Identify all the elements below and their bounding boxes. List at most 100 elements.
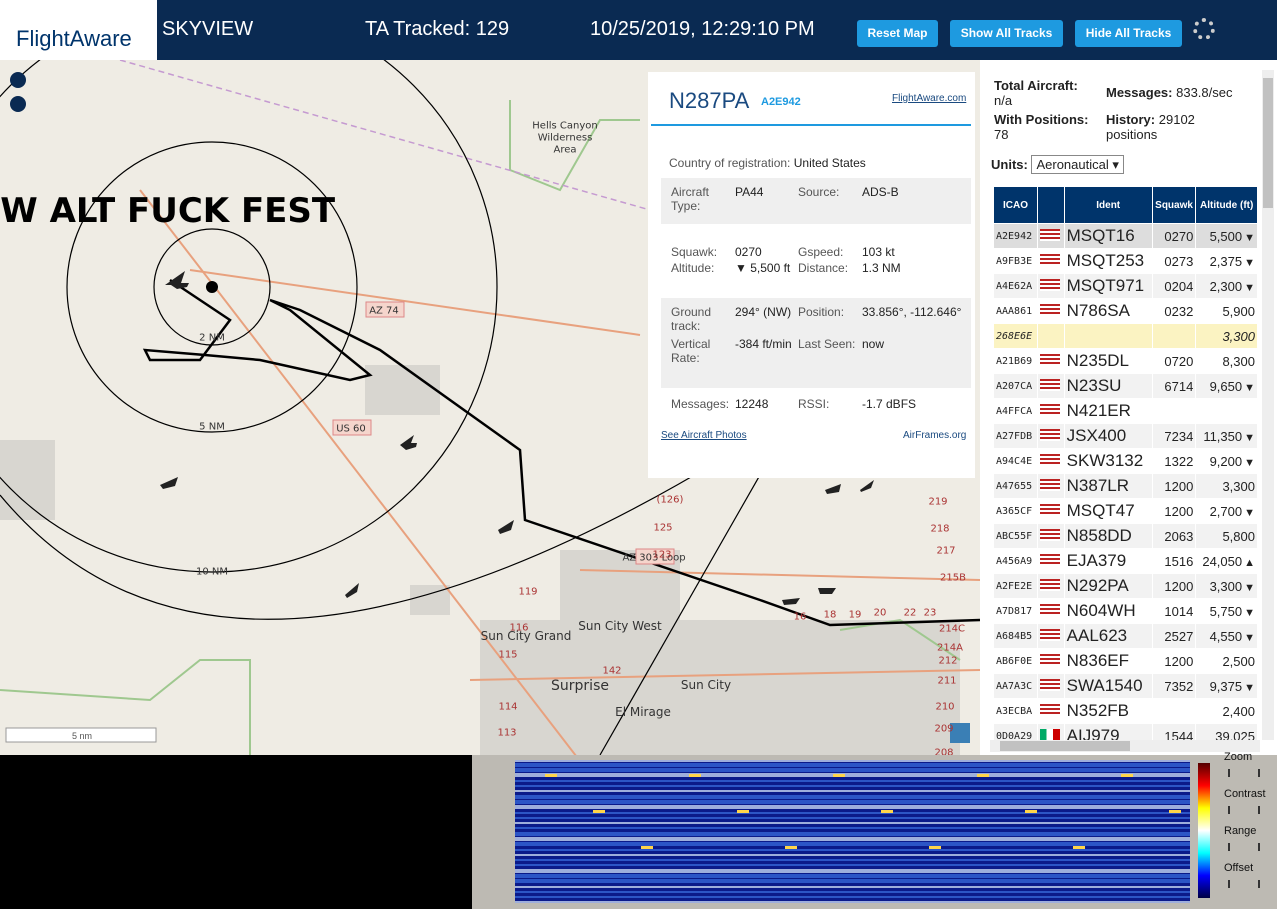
flag (1039, 354, 1060, 366)
waterfall-stripe (515, 859, 1190, 861)
ident: MSQT253 (1063, 248, 1153, 274)
aircraft-row[interactable]: A47655 N387LR 1200 3,300 (993, 473, 1258, 499)
aircraft-row[interactable]: A365CF MSQT47 1200 2,700 ▼ (993, 498, 1258, 524)
icao: A207CA (993, 373, 1038, 399)
map-label: 23 (924, 608, 937, 619)
altitude-cell: 3,300 ▼ (1195, 573, 1258, 599)
map-label: US 60 (336, 424, 366, 435)
icao: AAA861 (993, 298, 1038, 324)
waterfall-stripe (515, 822, 1190, 824)
trend: ▼ (1244, 381, 1255, 394)
field-label: Altitude: (671, 261, 715, 275)
aircraft-row[interactable]: A2E942 MSQT16 0270 5,500 ▼ (993, 223, 1258, 249)
field-label: Aircraft Type: (671, 185, 710, 213)
map-label: Sun City Grand (481, 629, 572, 643)
country: United States (793, 156, 866, 170)
squawk: 1200 (1151, 498, 1197, 524)
control-slider[interactable] (1228, 806, 1260, 814)
h-scrollbar[interactable] (990, 740, 1260, 752)
aircraft-row[interactable]: A456A9 EJA379 1516 24,050 ▲ (993, 548, 1258, 574)
waterfall-stripe (515, 765, 1190, 767)
aircraft-row[interactable]: A94C4E SKW3132 1322 9,200 ▼ (993, 448, 1258, 474)
airframes-link[interactable]: AirFrames.org (903, 430, 967, 441)
col-header[interactable]: Squawk (1151, 186, 1197, 224)
col-header[interactable]: Altitude (ft) (1195, 186, 1258, 224)
show-tracks-button[interactable]: Show All Tracks (950, 20, 1063, 47)
aircraft-row[interactable]: A207CA N23SU 6714 9,650 ▼ (993, 373, 1258, 399)
aircraft-row[interactable]: A4E62A MSQT971 0204 2,300 ▼ (993, 273, 1258, 299)
aircraft-row[interactable]: A27FDB JSX400 7234 11,350 ▼ (993, 423, 1258, 449)
flightaware-link[interactable]: FlightAware.com (892, 93, 967, 104)
col-header[interactable]: ICAO (993, 186, 1038, 224)
aircraft-row[interactable]: A9FB3E MSQT253 0273 2,375 ▼ (993, 248, 1258, 274)
aircraft-row[interactable]: ABC55F N858DD 2063 5,800 (993, 523, 1258, 549)
squawk: 1200 (1151, 473, 1197, 499)
units-select[interactable]: Aeronautical ▾ (1031, 155, 1124, 174)
icao: A456A9 (993, 548, 1038, 574)
map-label: 20 (874, 608, 887, 619)
waterfall-hot (1169, 810, 1181, 813)
ident: MSQT16 (1063, 223, 1153, 249)
aircraft-row[interactable]: AB6F0E N836EF 1200 2,500 (993, 648, 1258, 674)
map-label: 218 (930, 524, 949, 535)
waterfall-stripe (515, 891, 1190, 893)
aircraft-row[interactable]: A21B69 N235DL 0720 8,300 (993, 348, 1258, 374)
flag-cell (1036, 398, 1065, 424)
waterfall-stripe (515, 780, 1190, 782)
control-label: Range (1224, 825, 1257, 837)
aircraft-row[interactable]: A7D817 N604WH 1014 5,750 ▼ (993, 598, 1258, 624)
ident: N786SA (1063, 298, 1153, 324)
positions-label: With Positions: (994, 112, 1089, 127)
aircraft-row[interactable]: AAA861 N786SA 0232 5,900 (993, 298, 1258, 324)
aircraft-row[interactable]: AA7A3C SWA1540 7352 9,375 ▼ (993, 673, 1258, 699)
aircraft-row[interactable]: A684B5 AAL623 2527 4,550 ▼ (993, 623, 1258, 649)
flag (1039, 529, 1060, 541)
aircraft-row[interactable]: A3ECBA N352FB 2,400 (993, 698, 1258, 724)
aircraft-row[interactable]: A2FE2E N292PA 1200 3,300 ▼ (993, 573, 1258, 599)
hide-tracks-button[interactable]: Hide All Tracks (1075, 20, 1182, 47)
photos-link[interactable]: See Aircraft Photos (661, 430, 747, 441)
altitude-cell: 2,400 (1195, 698, 1258, 724)
flag (1039, 704, 1060, 716)
settings-icon[interactable] (1193, 18, 1215, 40)
app-name: SKYVIEW (162, 18, 254, 40)
aircraft-row[interactable]: 268E6E 3,300 (993, 323, 1258, 349)
flag-cell (1036, 623, 1065, 649)
road-shield (332, 419, 372, 436)
flag-cell (1036, 698, 1065, 724)
waterfall-hot (833, 774, 845, 777)
icao: A3ECBA (993, 698, 1038, 724)
logo[interactable]: FlightAware (16, 26, 132, 51)
map-label: 214A (937, 643, 963, 654)
map-label: 209 (934, 724, 953, 735)
waterfall-stripe (515, 802, 1190, 804)
waterfall-stripe (515, 805, 1190, 807)
ident: N836EF (1063, 648, 1153, 674)
altitude: 4,550 (1209, 628, 1243, 644)
flag (1039, 604, 1060, 616)
trend: ▲ (1244, 556, 1255, 569)
altitude-cell: 24,050 ▲ (1195, 548, 1258, 574)
control-slider[interactable] (1228, 880, 1260, 888)
trend: ▼ (1244, 456, 1255, 469)
waterfall-stripe (515, 837, 1190, 839)
map-label: 119 (518, 587, 537, 598)
altitude: 5,800 (1222, 528, 1255, 544)
waterfall-stripe (515, 770, 1190, 772)
ident: N235DL (1063, 348, 1153, 374)
map-label: 113 (497, 728, 516, 739)
waterfall-stripe (515, 834, 1190, 836)
positions: 78 (994, 127, 1009, 142)
messages-label: Messages: (1106, 85, 1173, 100)
ident: JSX400 (1063, 423, 1153, 449)
scrollbar[interactable] (1262, 70, 1274, 740)
flag (1039, 454, 1060, 466)
control-slider[interactable] (1228, 769, 1260, 777)
flag (1039, 304, 1060, 316)
aircraft-row[interactable]: A4FFCA N421ER (993, 398, 1258, 424)
reset-map-button[interactable]: Reset Map (857, 20, 938, 47)
waterfall-stripe (515, 807, 1190, 809)
col-header[interactable]: Ident (1063, 186, 1153, 224)
field-label: Last Seen: (798, 337, 856, 351)
control-slider[interactable] (1228, 843, 1260, 851)
